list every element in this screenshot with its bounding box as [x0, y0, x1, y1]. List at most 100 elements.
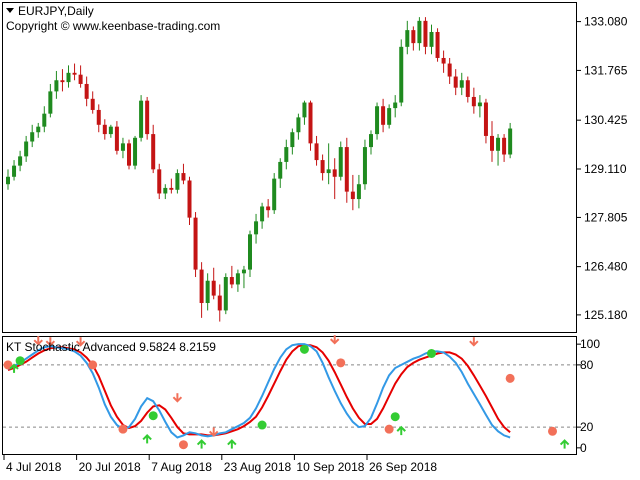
candle-body — [48, 91, 53, 114]
candle — [108, 124, 113, 138]
candle — [465, 76, 470, 103]
candle — [151, 124, 156, 174]
candle-body — [145, 100, 150, 135]
indicator-tick-label: 100 — [580, 337, 600, 351]
candle — [6, 169, 10, 190]
candle-body — [356, 184, 361, 200]
candle-body — [18, 156, 23, 166]
arrow-up-icon — [9, 363, 19, 373]
candle — [423, 17, 428, 55]
candle — [332, 158, 337, 200]
arrow-up-icon — [559, 439, 570, 449]
time-tick-label: 4 Jul 2018 — [6, 460, 62, 474]
arrow-up-icon — [396, 425, 406, 436]
candle — [90, 91, 95, 114]
arrow-down-icon — [329, 335, 340, 345]
candle-body — [229, 277, 234, 285]
time-tick-label: 23 Aug 2018 — [224, 460, 292, 474]
candle — [496, 134, 501, 166]
candle — [193, 212, 198, 278]
candle-body — [429, 31, 434, 47]
candle-body — [36, 126, 41, 133]
candle — [72, 63, 77, 81]
candle — [290, 128, 295, 155]
candle-body — [375, 106, 380, 135]
candle-body — [350, 191, 355, 200]
candle-body — [127, 143, 131, 166]
candle-body — [399, 46, 404, 103]
candle — [145, 96, 150, 140]
candle-body — [133, 137, 138, 166]
candle-body — [54, 80, 59, 92]
candle-body — [223, 277, 228, 311]
candle-body — [490, 135, 494, 151]
candle-body — [241, 269, 246, 274]
candle — [48, 83, 53, 118]
candle-body — [217, 295, 222, 311]
time-tick-label: 26 Sep 2018 — [369, 460, 437, 474]
signal-dot — [505, 373, 515, 383]
price-panel[interactable]: EURJPY,Daily Copyright © www.keenbase-tr… — [2, 2, 628, 333]
indicator-axis: 100 80 20 0 — [577, 337, 600, 455]
candle-body — [417, 20, 422, 44]
candle — [508, 122, 513, 159]
signal-dot — [384, 424, 394, 434]
candle — [30, 124, 35, 148]
signal-dot — [148, 411, 158, 421]
candle-body — [78, 74, 83, 84]
candle-body — [151, 134, 156, 170]
candle — [350, 174, 355, 211]
candle — [235, 269, 240, 292]
candle-body — [393, 102, 398, 109]
candle — [393, 95, 398, 118]
candle-body — [163, 187, 168, 194]
candle — [314, 135, 319, 166]
indicator-panel[interactable]: KT Stochastic Advanced 9.5824 8.2159 100… — [2, 335, 601, 455]
candle — [60, 69, 65, 92]
candle — [429, 24, 434, 55]
candle-body — [84, 83, 89, 99]
candle-body — [120, 143, 125, 151]
candle-body — [260, 206, 265, 222]
candle-body — [483, 102, 488, 136]
candle-body — [290, 132, 295, 148]
candle-body — [181, 173, 186, 181]
candle-body — [211, 280, 216, 296]
candle — [199, 262, 204, 318]
candle-body — [338, 147, 343, 177]
candle-body — [72, 72, 77, 75]
candle-body — [96, 109, 101, 125]
candle-body — [296, 117, 301, 133]
candle-body — [435, 31, 440, 58]
candle-body — [405, 30, 410, 47]
symbol-dropdown-icon[interactable] — [6, 8, 14, 13]
candle — [229, 265, 234, 289]
candle-body — [508, 128, 513, 155]
candle-body — [308, 102, 313, 144]
signal-dot — [427, 348, 436, 358]
candle-body — [193, 217, 198, 270]
candle-body — [369, 134, 373, 148]
candle — [369, 130, 373, 155]
candle-body — [278, 161, 283, 179]
candle — [356, 174, 361, 209]
candle — [36, 122, 41, 138]
indicator-tick-label: 0 — [580, 441, 587, 455]
candle — [411, 26, 416, 51]
candle — [477, 95, 482, 118]
candle-body — [90, 98, 95, 110]
signal-dot — [118, 424, 128, 434]
candle-body — [465, 80, 470, 97]
candle — [417, 17, 422, 51]
price-tick-label: 129.110 — [584, 162, 627, 176]
signal-dot — [178, 440, 188, 450]
candle — [12, 160, 17, 181]
candle — [139, 95, 144, 142]
candle — [459, 72, 464, 96]
candle — [344, 137, 349, 203]
candle-body — [266, 206, 271, 211]
time-axis: 4 Jul 2018 20 Jul 2018 7 Aug 2018 23 Aug 20… — [3, 455, 437, 474]
candle-body — [314, 143, 319, 161]
candle-body — [362, 147, 367, 185]
